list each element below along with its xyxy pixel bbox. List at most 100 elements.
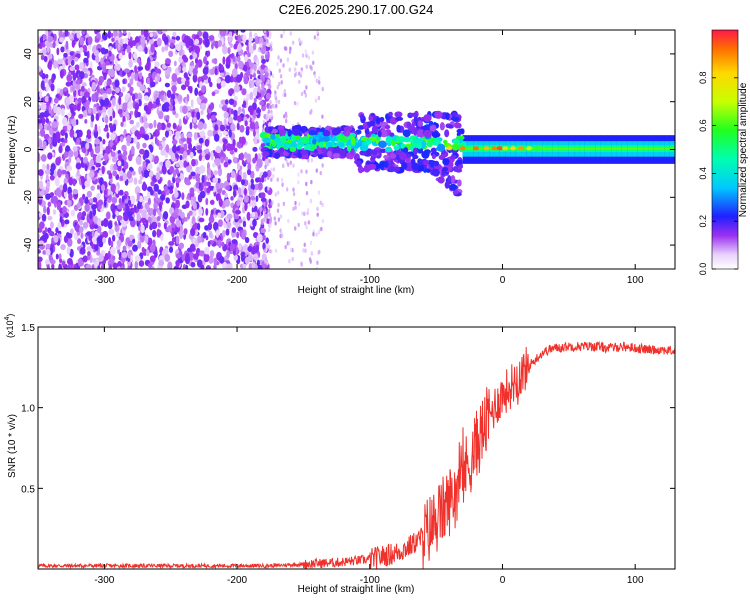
spectrogram-cell bbox=[238, 218, 243, 224]
spectrogram-cell bbox=[315, 266, 319, 269]
spectrogram-cell bbox=[181, 54, 187, 61]
spectrogram-cell bbox=[270, 41, 273, 46]
spectrogram-cell bbox=[205, 266, 211, 269]
spectrogram-cell bbox=[178, 56, 184, 64]
spectrogram-cell bbox=[127, 240, 133, 247]
spectrogram-cell bbox=[240, 254, 244, 262]
spectrogram-cell bbox=[156, 215, 161, 222]
spectrogram-cell bbox=[379, 148, 387, 153]
spectrogram-cell bbox=[76, 169, 80, 177]
spectrogram-cell bbox=[162, 136, 166, 142]
spectrogram-cell bbox=[271, 73, 275, 79]
spectrogram-cell bbox=[53, 97, 59, 104]
spectrogram-cell bbox=[123, 193, 128, 200]
spectrogram-cell bbox=[283, 46, 287, 51]
snr-ylabel: SNR (10 * v/v) bbox=[7, 414, 18, 478]
spectrogram-cell bbox=[421, 150, 430, 159]
spectrogram-cell bbox=[47, 35, 54, 43]
spectrogram-cell bbox=[422, 160, 430, 165]
spectrogram-cell bbox=[168, 207, 175, 215]
spectrogram-cell bbox=[304, 144, 311, 152]
spectrogram-cell bbox=[104, 114, 109, 124]
spectrogram-cell bbox=[154, 61, 160, 68]
spectrogram-cell bbox=[380, 129, 388, 138]
spectrogram-cell bbox=[616, 147, 623, 150]
spectrogram-cell bbox=[185, 76, 190, 82]
spectrogram-cell bbox=[76, 137, 81, 145]
spectrogram-cell bbox=[163, 36, 169, 45]
spectrogram-cell bbox=[175, 259, 180, 268]
spectrogram-cell bbox=[84, 203, 90, 213]
spectrogram-cell bbox=[244, 54, 248, 63]
spectrogram-cell bbox=[200, 237, 205, 243]
spectrogram-cell bbox=[173, 60, 177, 67]
spectrogram-cell bbox=[331, 127, 341, 136]
spectrogram-cell bbox=[579, 147, 586, 150]
spectrogram-cell bbox=[138, 179, 143, 185]
spectrogram-cell bbox=[297, 180, 300, 185]
spectrogram-cell bbox=[199, 190, 206, 199]
colorbar-tick-label: 0.8 bbox=[698, 72, 708, 85]
spectrogram-cell bbox=[58, 145, 63, 154]
spectrogram-cell bbox=[42, 49, 47, 55]
spectrogram-cell bbox=[269, 100, 272, 105]
spectrogram-cell bbox=[215, 229, 220, 238]
spectrogram-cell bbox=[111, 97, 116, 106]
spectrogram-cell bbox=[251, 246, 258, 256]
spectrogram-cell bbox=[79, 36, 84, 46]
spectrogram-cell bbox=[265, 82, 268, 87]
spectrogram-cell bbox=[60, 129, 66, 136]
spectrogram-cell bbox=[116, 231, 120, 238]
spectrogram-cell bbox=[218, 63, 222, 71]
spectrogram-cell bbox=[112, 262, 118, 269]
spectrogram-cell bbox=[248, 188, 254, 196]
spectrogram-cell bbox=[210, 114, 216, 121]
spectrogram-cell bbox=[89, 170, 95, 178]
spectrogram-cell bbox=[107, 221, 113, 230]
spectrogram-cell bbox=[66, 198, 72, 208]
spectrogram-cell bbox=[242, 100, 247, 108]
spectrogram-cell bbox=[289, 160, 293, 165]
spectrogram-cell bbox=[255, 177, 260, 183]
spectrogram-cell bbox=[205, 197, 209, 206]
spectrogram-cell bbox=[227, 159, 232, 164]
spectrogram-cell bbox=[139, 84, 146, 92]
spectrogram-cell bbox=[300, 91, 304, 97]
spectrogram-cell bbox=[114, 79, 120, 88]
spectrogram-cell bbox=[107, 107, 113, 117]
spectrogram-cell bbox=[86, 50, 90, 59]
spectrogram-cell bbox=[134, 130, 140, 138]
spectrogram-cell bbox=[149, 255, 156, 263]
spectrogram-cell bbox=[72, 178, 77, 187]
spectrogram-cell bbox=[225, 263, 232, 269]
spectrogram-cell bbox=[91, 93, 97, 103]
spectrogram-cell bbox=[288, 67, 292, 72]
spectrogram-cell bbox=[237, 55, 241, 63]
spectrogram-cell bbox=[457, 163, 464, 170]
spectrogram-cell bbox=[46, 264, 50, 269]
spectrogram-cell bbox=[84, 118, 88, 124]
spectrogram-cell bbox=[231, 227, 237, 234]
spectrogram-cell bbox=[198, 154, 203, 162]
spectrogram-cell bbox=[310, 108, 313, 114]
spectrogram-cell bbox=[409, 135, 417, 140]
spectrogram-cell bbox=[284, 111, 288, 117]
spectrogram-cell bbox=[595, 147, 602, 150]
figure-title: C2E6.2025.290.17.00.G24 bbox=[279, 2, 434, 17]
spectrogram-cell bbox=[280, 135, 286, 142]
spectrogram-cell bbox=[568, 147, 575, 150]
spectrogram-cell bbox=[134, 186, 141, 195]
spectrogram-cell bbox=[418, 159, 424, 165]
spectrogram-cell bbox=[392, 166, 400, 173]
spectrogram-cell bbox=[55, 157, 61, 166]
spectrogram-cell bbox=[300, 40, 303, 45]
spectrogram-cell bbox=[266, 260, 269, 266]
spectrogram-cell bbox=[102, 138, 106, 145]
spectrogram-cell bbox=[57, 189, 62, 198]
spectrogram-cell bbox=[103, 127, 109, 132]
spectrogram-cell bbox=[163, 211, 169, 220]
spectrogram-cell bbox=[224, 156, 229, 162]
spectrogram-cell bbox=[91, 203, 97, 210]
snr-panel: -300 -200 -100 0 100 0.5 1.0 1.5 Height of str… bbox=[4, 314, 676, 595]
spectrogram-cell bbox=[121, 86, 126, 93]
